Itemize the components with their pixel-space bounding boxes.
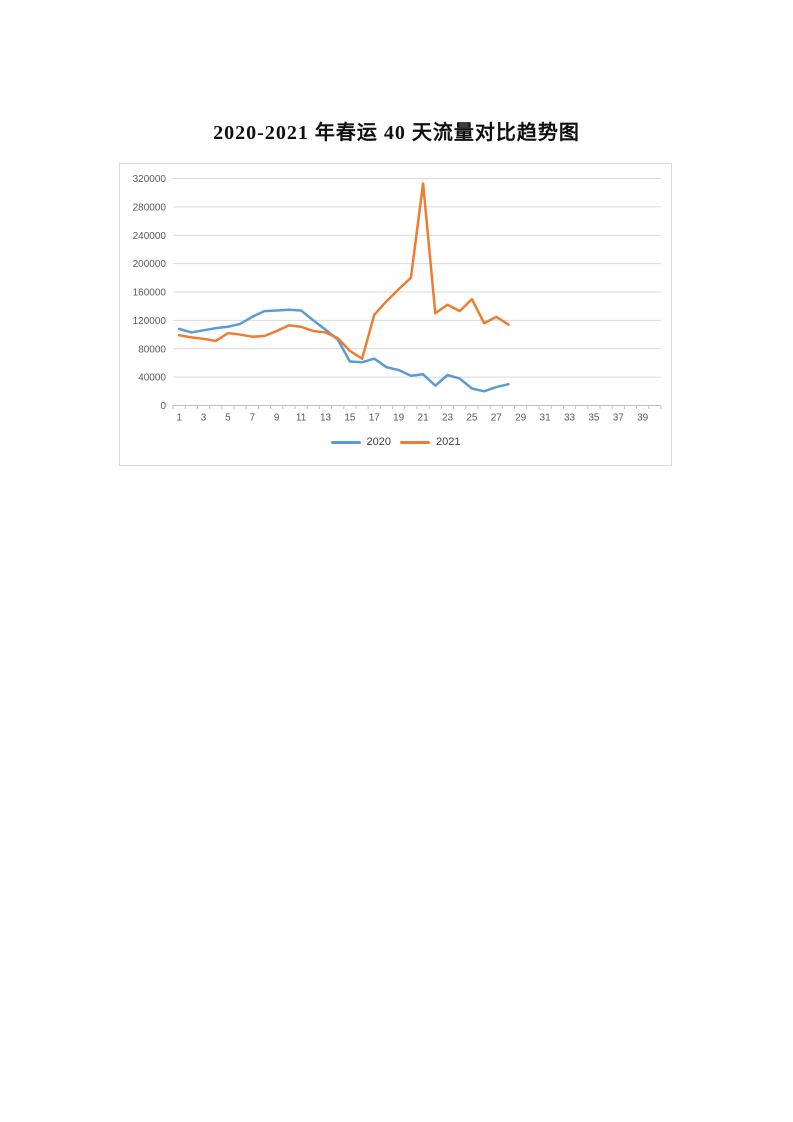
x-axis-tick-label: 9: [274, 413, 280, 424]
legend-swatch-2020: [330, 440, 361, 444]
legend-item-2021: 2021: [400, 436, 460, 448]
x-axis-tick-label: 21: [418, 413, 430, 424]
x-axis-tick-label: 35: [588, 413, 600, 424]
chart-object[interactable]: 0 40000 80000 120000 160000 200000 240000 28000…: [119, 163, 672, 466]
x-axis-tick-label: 19: [393, 413, 405, 424]
y-axis-tick-label: 240000: [133, 231, 167, 242]
y-axis-tick-label: 200000: [133, 259, 167, 270]
x-axis-tick-label: 39: [637, 413, 649, 424]
x-axis-tick-label: 25: [466, 413, 478, 424]
chart-canvas: 0 40000 80000 120000 160000 200000 240000 28000…: [133, 174, 662, 424]
page-title: 2020-2021 年春运 40 天流量对比趋势图: [213, 122, 580, 144]
y-axis-tick-label: 80000: [138, 344, 166, 355]
x-axis-tick-label: 29: [515, 413, 527, 424]
y-axis-tick-label: 320000: [133, 174, 167, 185]
y-axis-tick-label: 120000: [133, 316, 167, 327]
x-axis-tick-label: 7: [250, 413, 256, 424]
chart-legend: 2020 2021: [120, 436, 671, 448]
x-axis-tick-label: 23: [442, 413, 454, 424]
x-axis-tick-label: 31: [540, 413, 552, 424]
x-axis-tick-label: 37: [613, 413, 625, 424]
y-axis-tick-label: 160000: [133, 288, 167, 299]
x-axis-tick-label: 17: [369, 413, 381, 424]
legend-label: 2020: [366, 436, 391, 448]
x-axis-tick-label: 5: [225, 413, 231, 424]
legend-swatch-2021: [400, 440, 430, 444]
x-axis-tick-label: 27: [491, 413, 503, 424]
x-axis-tick-label: 15: [344, 413, 356, 424]
series-line-2020: [177, 308, 510, 393]
y-axis-tick-label: 280000: [133, 202, 167, 213]
x-axis-tick-label: 1: [176, 413, 182, 424]
legend-item-2020: 2020: [330, 436, 391, 448]
y-axis-tick-label: 0: [160, 401, 166, 412]
legend-label: 2021: [436, 436, 461, 448]
x-axis-tick-label: 3: [201, 413, 207, 424]
x-axis-tick-label: 11: [296, 413, 307, 424]
x-axis-tick-label: 13: [320, 413, 332, 424]
series-line-2021: [177, 182, 510, 360]
x-axis-tick-label: 33: [564, 413, 576, 424]
y-axis-tick-label: 40000: [138, 373, 166, 384]
